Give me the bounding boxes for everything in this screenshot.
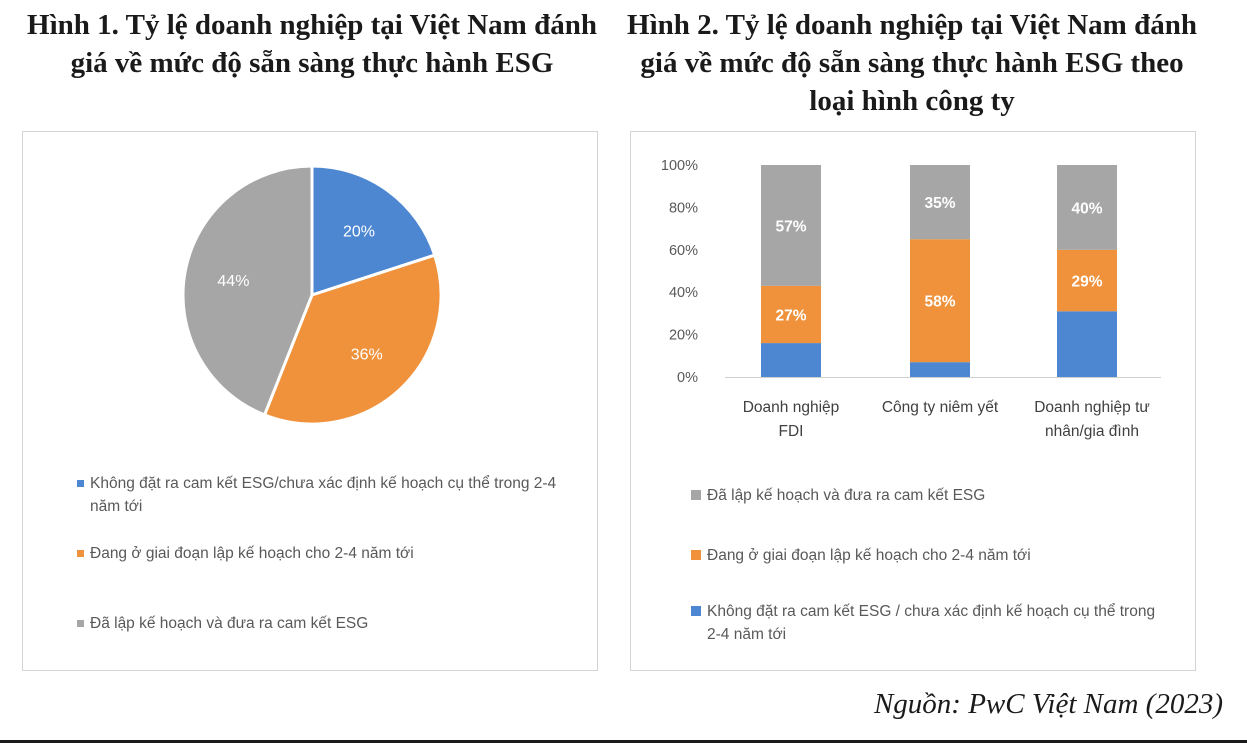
bar-segment xyxy=(1057,311,1117,377)
legend-item: Không đặt ra cam kết ESG / chưa xác định… xyxy=(691,600,1161,646)
bar-data-label: 27% xyxy=(775,307,806,324)
legend-label: Đang ở giai đoạn lập kế hoạch cho 2-4 nă… xyxy=(90,545,414,562)
bar-legend: Đã lập kế hoạch và đưa ra cam kết ESG Đan… xyxy=(691,484,1191,664)
legend-item: Đang ở giai đoạn lập kế hoạch cho 2-4 nă… xyxy=(77,542,577,565)
figure2-title: Hình 2. Tỷ lệ doanh nghiệp tại Việt Nam … xyxy=(627,9,1197,117)
pie-slice xyxy=(310,164,437,298)
legend-swatch xyxy=(691,606,701,616)
legend-item: Đang ở giai đoạn lập kế hoạch cho 2-4 nă… xyxy=(691,544,1161,567)
bar-chart-panel: 0% 20% 40% 60% 80% 100% 27% 57% Doanh nghiệp FDI 5… xyxy=(630,131,1196,671)
pie-data-label: 36% xyxy=(351,346,383,363)
y-tick-label: 60% xyxy=(669,243,698,259)
legend-swatch xyxy=(691,550,701,560)
bar-segment xyxy=(910,165,970,240)
bar-segment xyxy=(1057,165,1117,250)
stacked-bar-chart: 0% 20% 40% 60% 80% 100% 27% 57% Doanh nghiệp FDI 5… xyxy=(661,158,1161,440)
pie-slice xyxy=(181,164,314,417)
legend-item: Không đặt ra cam kết ESG/chưa xác định k… xyxy=(77,472,577,518)
legend-label: Đã lập kế hoạch và đưa ra cam kết ESG xyxy=(707,487,986,504)
bar-segment xyxy=(761,343,821,377)
bar-segment xyxy=(1057,249,1117,312)
pie-chart-panel: 20% 36% 44% Không đặt ra cam kết ESG/chưa … xyxy=(22,131,598,671)
bar-segment xyxy=(761,165,821,286)
y-tick-label: 100% xyxy=(661,158,698,174)
pie-legend: Không đặt ra cam kết ESG/chưa xác định k… xyxy=(77,472,587,662)
bar-data-label: 58% xyxy=(924,294,955,311)
y-tick-label: 0% xyxy=(677,370,698,386)
pie-chart: 20% 36% 44% xyxy=(181,164,443,426)
bar-segment xyxy=(910,362,970,377)
legend-swatch xyxy=(77,480,84,487)
legend-swatch xyxy=(77,550,84,557)
legend-item: Đã lập kế hoạch và đưa ra cam kết ESG xyxy=(77,612,577,635)
legend-label: Đang ở giai đoạn lập kế hoạch cho 2-4 nă… xyxy=(707,547,1031,564)
y-tick-label: 40% xyxy=(669,285,698,301)
pie-data-label: 44% xyxy=(217,273,249,290)
x-category-label: nhân/gia đình xyxy=(1045,423,1139,440)
legend-label: Đã lập kế hoạch và đưa ra cam kết ESG xyxy=(90,615,369,632)
legend-item: Đã lập kế hoạch và đưa ra cam kết ESG xyxy=(691,484,1161,507)
source-note: Nguồn: PwC Việt Nam (2023) xyxy=(873,688,1223,720)
y-tick-label: 20% xyxy=(669,328,698,344)
x-category-label: FDI xyxy=(779,423,804,440)
figure1-title: Hình 1. Tỷ lệ doanh nghiệp tại Việt Nam … xyxy=(27,9,597,79)
bar-data-label: 57% xyxy=(775,218,806,235)
legend-swatch xyxy=(77,620,84,627)
bar-segment xyxy=(761,285,821,344)
bottom-rule xyxy=(0,740,1247,743)
y-tick-label: 80% xyxy=(669,200,698,216)
bar-data-label: 29% xyxy=(1071,274,1102,291)
legend-label: Không đặt ra cam kết ESG/chưa xác định k… xyxy=(90,475,557,515)
x-category-label: Công ty niêm yết xyxy=(882,399,999,416)
bar-data-label: 35% xyxy=(924,195,955,212)
pie-data-label: 20% xyxy=(343,223,375,240)
pie-slice xyxy=(262,253,443,426)
legend-swatch xyxy=(691,490,701,500)
legend-label: Không đặt ra cam kết ESG / chưa xác định… xyxy=(707,603,1156,643)
bar-data-label: 40% xyxy=(1071,200,1102,217)
x-category-label: Doanh nghiệp xyxy=(743,399,840,416)
x-category-label: Doanh nghiệp tư xyxy=(1034,399,1150,416)
bar-segment xyxy=(910,239,970,363)
